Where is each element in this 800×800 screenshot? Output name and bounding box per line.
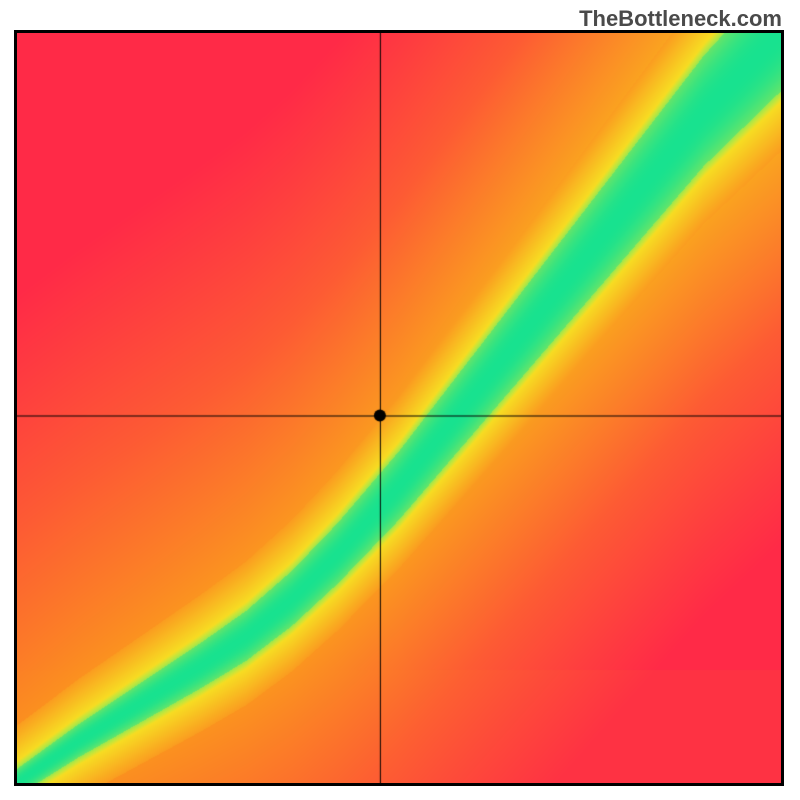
bottleneck-chart-container: TheBottleneck.com bbox=[0, 0, 800, 800]
heatmap-canvas bbox=[17, 33, 781, 783]
chart-border bbox=[14, 30, 784, 786]
watermark-text: TheBottleneck.com bbox=[579, 6, 782, 32]
